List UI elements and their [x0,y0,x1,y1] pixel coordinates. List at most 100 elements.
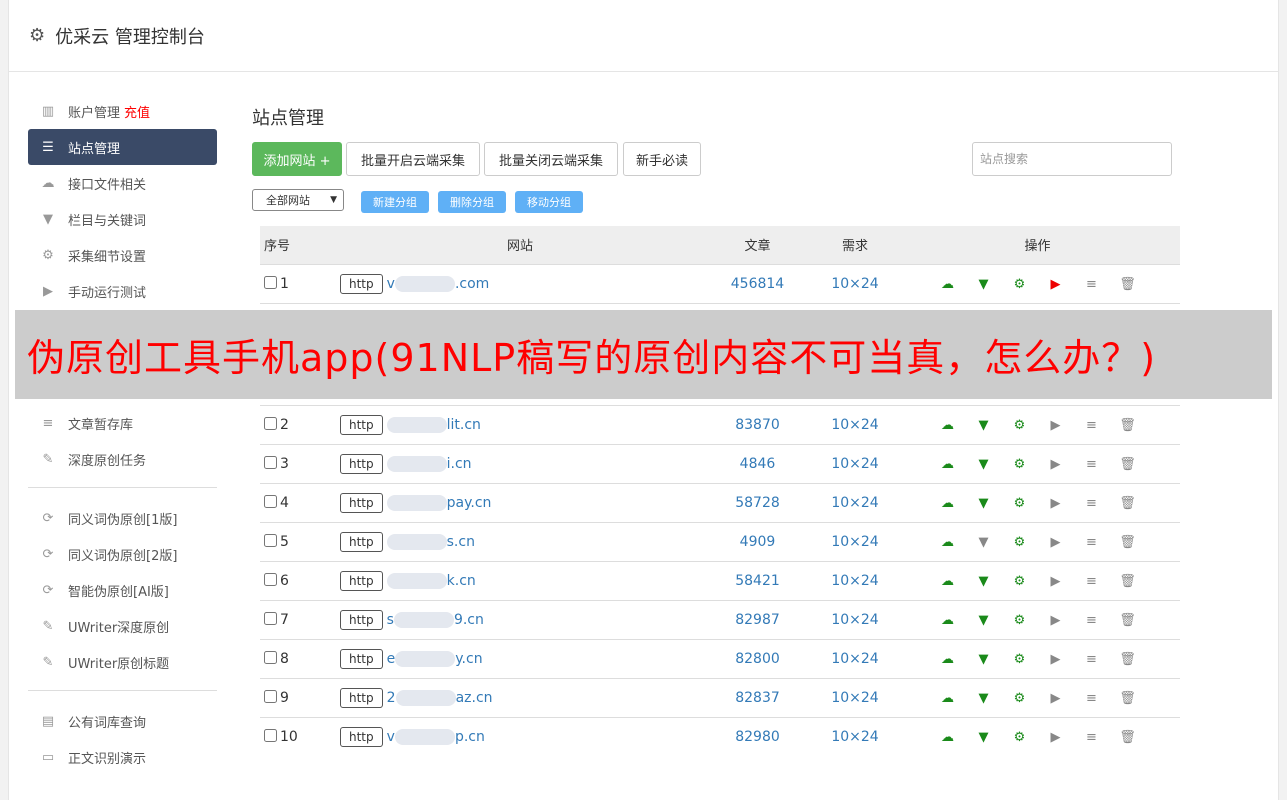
demand[interactable]: 10×24 [815,677,895,717]
article-count[interactable]: 58728 [700,482,815,522]
trash-icon[interactable]: 🗑 [1119,456,1136,472]
database-icon[interactable]: ≡ [1086,690,1097,706]
database-icon[interactable]: ≡ [1086,495,1097,511]
row-checkbox[interactable] [264,455,277,469]
play-icon[interactable]: ▶ [1050,417,1061,433]
row-checkbox[interactable] [264,572,277,586]
database-icon[interactable]: ≡ [1086,456,1097,472]
trash-icon[interactable]: 🗑 [1119,573,1136,589]
database-icon[interactable]: ≡ [1086,729,1097,745]
cloud-upload-icon[interactable]: ☁ [941,456,954,472]
gears-icon[interactable]: ⚙ [1013,573,1026,589]
sidebar-item-8[interactable]: ⟳ 同义词伪原创[1版] [28,500,217,536]
gears-icon[interactable]: ⚙ [1013,729,1026,745]
play-icon[interactable]: ▶ [1050,456,1061,472]
trash-icon[interactable]: 🗑 [1119,276,1136,292]
site-link[interactable]: s.cn [446,533,475,550]
demand[interactable]: 10×24 [815,482,895,522]
site-link[interactable]: .com [454,275,490,292]
cloud-upload-icon[interactable]: ☁ [941,573,954,589]
site-link[interactable]: k.cn [446,572,476,589]
article-count[interactable]: 82987 [700,599,815,639]
article-count[interactable]: 82980 [700,716,815,756]
sidebar-item-14[interactable]: ▭ 正文识别演示 [28,739,217,775]
site-link[interactable]: y.cn [455,650,483,667]
cloud-upload-icon[interactable]: ☁ [941,417,954,433]
row-checkbox[interactable] [264,728,277,742]
protocol-button[interactable]: http [340,531,383,552]
row-checkbox[interactable] [264,611,277,625]
sidebar-item-10[interactable]: ⟳ 智能伪原创[AI版] [28,572,217,608]
database-icon[interactable]: ≡ [1086,276,1097,292]
recharge-link[interactable]: 充值 [124,105,151,121]
demand[interactable]: 10×24 [815,521,895,561]
database-icon[interactable]: ≡ [1086,612,1097,628]
filter-icon[interactable]: ▼ [978,573,989,589]
site-link[interactable]: p.cn [454,728,485,745]
filter-icon[interactable]: ▼ [978,651,989,667]
trash-icon[interactable]: 🗑 [1119,495,1136,511]
cloud-upload-icon[interactable]: ☁ [941,612,954,628]
batch-disable-button[interactable]: 批量关闭云端采集 [484,142,618,176]
protocol-button[interactable]: http [340,273,383,294]
batch-enable-button[interactable]: 批量开启云端采集 [346,142,480,176]
cloud-upload-icon[interactable]: ☁ [941,729,954,745]
cloud-upload-icon[interactable]: ☁ [941,690,954,706]
trash-icon[interactable]: 🗑 [1119,651,1136,667]
demand[interactable]: 10×24 [815,716,895,756]
article-count[interactable]: 4909 [700,521,815,561]
article-count[interactable]: 82837 [700,677,815,717]
gears-icon[interactable]: ⚙ [1013,456,1026,472]
article-count[interactable]: 82800 [700,638,815,678]
trash-icon[interactable]: 🗑 [1119,534,1136,550]
gears-icon[interactable]: ⚙ [1013,417,1026,433]
row-checkbox[interactable] [264,416,277,430]
trash-icon[interactable]: 🗑 [1119,612,1136,628]
play-icon[interactable]: ▶ [1050,534,1061,550]
sidebar-item-5[interactable]: ▶ 手动运行测试 [28,273,217,309]
sidebar-item-13[interactable]: ▤ 公有词库查询 [28,703,217,739]
sidebar-item-7[interactable]: ✎ 深度原创任务 [28,441,217,477]
gears-icon[interactable]: ⚙ [1013,534,1026,550]
filter-icon[interactable]: ▼ [978,276,989,292]
sidebar-item-6[interactable]: ≡ 文章暂存库 [28,405,217,441]
row-checkbox[interactable] [264,533,277,547]
row-checkbox[interactable] [264,650,277,664]
sidebar-item-3[interactable]: ▼ 栏目与关键词 [28,201,217,237]
protocol-button[interactable]: http [340,453,383,474]
protocol-button[interactable]: http [340,570,383,591]
demand[interactable]: 10×24 [815,443,895,483]
sidebar-item-4[interactable]: ⚙ 采集细节设置 [28,237,217,273]
site-link[interactable]: i.cn [446,455,472,472]
protocol-button[interactable]: http [340,687,383,708]
article-count[interactable]: 83870 [700,404,815,444]
filter-icon[interactable]: ▼ [978,456,989,472]
article-count[interactable]: 4846 [700,443,815,483]
gears-icon[interactable]: ⚙ [1013,276,1026,292]
filter-icon[interactable]: ▼ [978,729,989,745]
database-icon[interactable]: ≡ [1086,651,1097,667]
play-icon[interactable]: ▶ [1050,276,1061,292]
article-count[interactable]: 58421 [700,560,815,600]
demand[interactable]: 10×24 [815,638,895,678]
site-search-input[interactable]: 站点搜索 [972,142,1172,176]
play-icon[interactable]: ▶ [1050,690,1061,706]
database-icon[interactable]: ≡ [1086,573,1097,589]
demand[interactable]: 10×24 [815,404,895,444]
play-icon[interactable]: ▶ [1050,651,1061,667]
trash-icon[interactable]: 🗑 [1119,690,1136,706]
site-link[interactable]: lit.cn [446,416,481,433]
play-icon[interactable]: ▶ [1050,729,1061,745]
demand[interactable]: 10×24 [815,263,895,303]
protocol-button[interactable]: http [340,492,383,513]
demand[interactable]: 10×24 [815,599,895,639]
move-group-button[interactable]: 移动分组 [515,191,583,213]
gears-icon[interactable]: ⚙ [1013,690,1026,706]
guide-button[interactable]: 新手必读 [623,142,701,176]
add-site-button[interactable]: 添加网站 + [252,142,342,176]
row-checkbox[interactable] [264,275,277,289]
sidebar-item-0[interactable]: ▥ 账户管理 充值 [28,93,217,129]
new-group-button[interactable]: 新建分组 [361,191,429,213]
gears-icon[interactable]: ⚙ [1013,651,1026,667]
sidebar-item-11[interactable]: ✎ UWriter深度原创 [28,608,217,644]
